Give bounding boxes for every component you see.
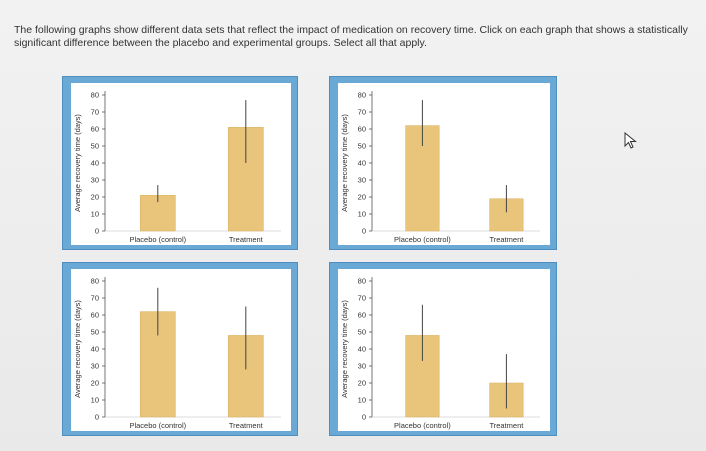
y-tick-label: 0 (362, 227, 366, 236)
y-tick-label: 50 (91, 328, 99, 337)
y-tick-label: 40 (91, 345, 99, 354)
x-category-label: Placebo (control) (129, 235, 186, 244)
y-tick-label: 10 (91, 396, 99, 405)
y-tick-label: 40 (358, 159, 366, 168)
bar-chart: Average recovery time (days) 0 10 20 30 40 50 6… (71, 269, 291, 431)
y-tick-label: 30 (358, 362, 366, 371)
x-category-label: Placebo (control) (129, 421, 186, 430)
y-tick-label: 80 (358, 277, 366, 286)
y-tick-label: 30 (91, 362, 99, 371)
x-category-label: Placebo (control) (394, 421, 451, 430)
y-tick-label: 60 (358, 125, 366, 134)
y-tick-label: 50 (91, 142, 99, 151)
y-tick-label: 10 (358, 210, 366, 219)
x-category-label: Treatment (489, 235, 524, 244)
y-tick-label: 50 (358, 142, 366, 151)
x-category-label: Treatment (229, 235, 264, 244)
y-tick-label: 80 (91, 277, 99, 286)
y-tick-label: 10 (91, 210, 99, 219)
bar-chart: Average recovery time (days) 0 10 20 30 40 50 6… (338, 269, 550, 431)
y-axis-label: Average recovery time (days) (340, 114, 349, 212)
y-axis-label: Average recovery time (days) (73, 300, 82, 398)
graph-option-d[interactable]: Average recovery time (days) 0 10 20 30 40 50 6… (329, 262, 557, 436)
y-tick-label: 70 (91, 294, 99, 303)
y-tick-label: 60 (358, 311, 366, 320)
y-tick-label: 20 (358, 193, 366, 202)
y-tick-label: 80 (358, 91, 366, 100)
y-axis-label: Average recovery time (days) (73, 114, 82, 212)
graph-option-b[interactable]: Average recovery time (days) 0 10 20 30 40 50 6… (329, 76, 557, 250)
y-tick-label: 30 (358, 176, 366, 185)
y-tick-label: 70 (358, 294, 366, 303)
y-tick-label: 70 (358, 108, 366, 117)
y-tick-label: 70 (91, 108, 99, 117)
question-text: The following graphs show different data… (14, 24, 688, 49)
x-category-label: Treatment (229, 421, 264, 430)
y-tick-label: 60 (91, 311, 99, 320)
y-tick-label: 40 (358, 345, 366, 354)
y-tick-label: 20 (358, 379, 366, 388)
mouse-pointer-icon (624, 132, 637, 149)
y-tick-label: 20 (91, 193, 99, 202)
y-tick-label: 80 (91, 91, 99, 100)
y-tick-label: 30 (91, 176, 99, 185)
y-tick-label: 0 (95, 227, 99, 236)
y-tick-label: 10 (358, 396, 366, 405)
x-category-label: Treatment (489, 421, 524, 430)
y-axis-label: Average recovery time (days) (340, 300, 349, 398)
y-tick-label: 0 (362, 413, 366, 422)
y-tick-label: 20 (91, 379, 99, 388)
x-category-label: Placebo (control) (394, 235, 451, 244)
graph-option-a[interactable]: Average recovery time (days) 0 10 20 30 40 50 6… (62, 76, 298, 250)
graph-option-c[interactable]: Average recovery time (days) 0 10 20 30 40 50 6… (62, 262, 298, 436)
y-tick-label: 40 (91, 159, 99, 168)
bar-chart: Average recovery time (days) 0 10 20 30 40 50 6… (71, 83, 291, 245)
y-tick-label: 0 (95, 413, 99, 422)
y-tick-label: 60 (91, 125, 99, 134)
y-tick-label: 50 (358, 328, 366, 337)
bar-chart: Average recovery time (days) 0 10 20 30 40 50 6… (338, 83, 550, 245)
